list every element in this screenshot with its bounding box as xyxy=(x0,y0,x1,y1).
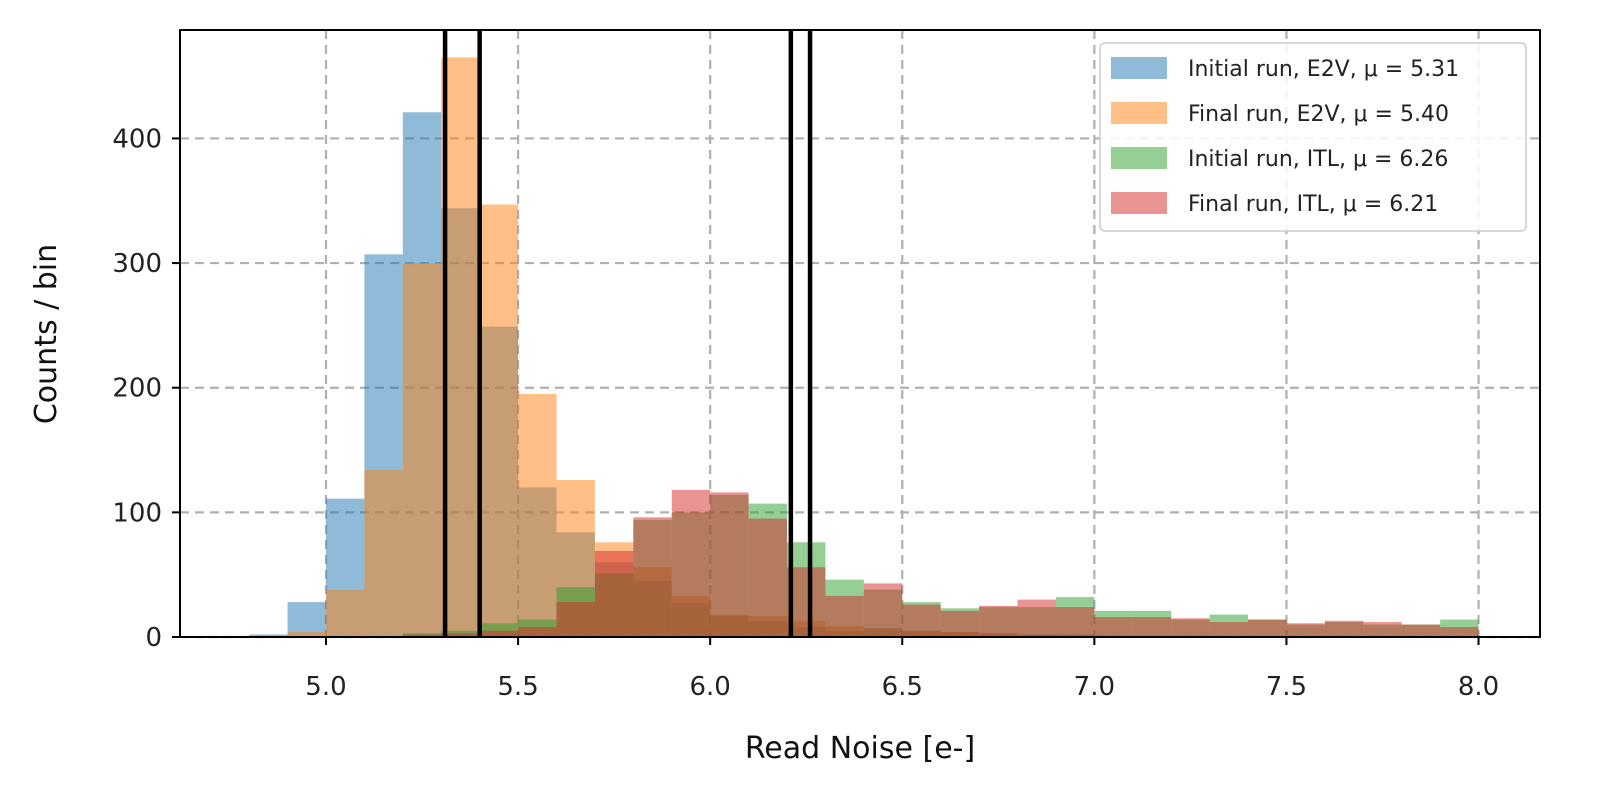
histogram-bar xyxy=(902,604,941,637)
plot-frame xyxy=(179,29,1541,638)
histogram-bar xyxy=(1324,620,1364,637)
histogram-bar xyxy=(633,517,672,637)
histogram-bar xyxy=(825,595,864,637)
histogram-bar xyxy=(325,589,365,637)
legend-box xyxy=(1099,42,1527,232)
y-tick-label: 200 xyxy=(112,374,162,404)
x-tick-label: 5.5 xyxy=(497,672,538,702)
series-4-bars xyxy=(402,489,1479,637)
histogram-bar xyxy=(479,204,519,637)
y-tick-label: 300 xyxy=(112,249,162,279)
x-tick-label: 8.0 xyxy=(1458,672,1499,702)
y-tick-label: 400 xyxy=(112,124,162,154)
legend-swatch xyxy=(1111,57,1167,79)
histogram-bar xyxy=(518,393,557,637)
x-tick-label: 6.0 xyxy=(689,672,730,702)
histogram-bar xyxy=(1017,599,1056,637)
legend-swatch xyxy=(1111,147,1167,169)
histogram-bar xyxy=(748,518,788,637)
histogram-bar xyxy=(249,634,288,637)
histogram-bar xyxy=(1209,622,1249,637)
histogram-bar xyxy=(479,630,519,637)
histogram-bar xyxy=(556,602,595,637)
y-tick-label: 100 xyxy=(112,498,162,528)
histogram-bar xyxy=(402,263,442,637)
histogram-bar xyxy=(364,469,403,637)
histogram-bar xyxy=(1132,617,1172,637)
histogram-bar xyxy=(441,57,480,637)
histogram-bar xyxy=(671,489,711,637)
histogram-bar xyxy=(287,632,326,637)
axes: 5.0 5.5 6.0 6.5 7.0 7.5 8.0 0 100 200 300 400 xyxy=(112,29,1541,702)
legend-item: Initial run, ITL, μ = 6.26 xyxy=(1111,147,1448,172)
histogram-bar xyxy=(441,633,480,637)
legend-label: Initial run, E2V, μ = 5.31 xyxy=(1188,57,1459,82)
y-tick-label: 0 xyxy=(145,623,162,653)
histogram-bar xyxy=(518,627,557,637)
histogram-bar xyxy=(787,567,826,637)
histogram-bar xyxy=(1171,618,1210,637)
x-tick-label: 6.5 xyxy=(882,672,923,702)
mean-lines xyxy=(442,30,813,637)
legend-label: Final run, ITL, μ = 6.21 xyxy=(1188,192,1438,217)
x-axis-label: Read Noise [e-] xyxy=(745,731,975,766)
histogram-bar xyxy=(710,492,749,637)
x-tick-label: 5.0 xyxy=(305,672,346,702)
histogram-bar xyxy=(1401,624,1441,637)
x-tick-label: 7.0 xyxy=(1074,672,1115,702)
histogram-bar xyxy=(402,634,442,637)
histogram-bar xyxy=(1248,619,1287,637)
histogram-bar xyxy=(1363,622,1402,637)
histogram-bar xyxy=(1055,607,1095,637)
histogram-bar xyxy=(863,583,903,637)
histogram-bar xyxy=(1094,617,1133,637)
histogram-bar xyxy=(940,610,980,637)
legend-item: Final run, E2V, μ = 5.40 xyxy=(1111,102,1449,127)
y-axis-label: Counts / bin xyxy=(29,244,64,424)
legend-label: Initial run, ITL, μ = 6.26 xyxy=(1188,147,1448,172)
legend-label: Final run, E2V, μ = 5.40 xyxy=(1188,102,1449,127)
legend-item: Final run, ITL, μ = 6.21 xyxy=(1111,192,1438,217)
histogram-bar xyxy=(1440,627,1479,637)
legend: Initial run, E2V, μ = 5.31 Final run, E2V… xyxy=(1099,42,1527,232)
histogram-bar xyxy=(1286,623,1325,637)
histogram-bars xyxy=(249,57,1479,638)
histogram-bar xyxy=(979,605,1018,637)
legend-swatch xyxy=(1111,192,1167,214)
histogram-bar xyxy=(287,602,326,637)
legend-swatch xyxy=(1111,102,1167,124)
histogram-bar xyxy=(594,550,634,637)
legend-item: Initial run, E2V, μ = 5.31 xyxy=(1111,57,1459,82)
x-tick-label: 7.5 xyxy=(1266,672,1307,702)
